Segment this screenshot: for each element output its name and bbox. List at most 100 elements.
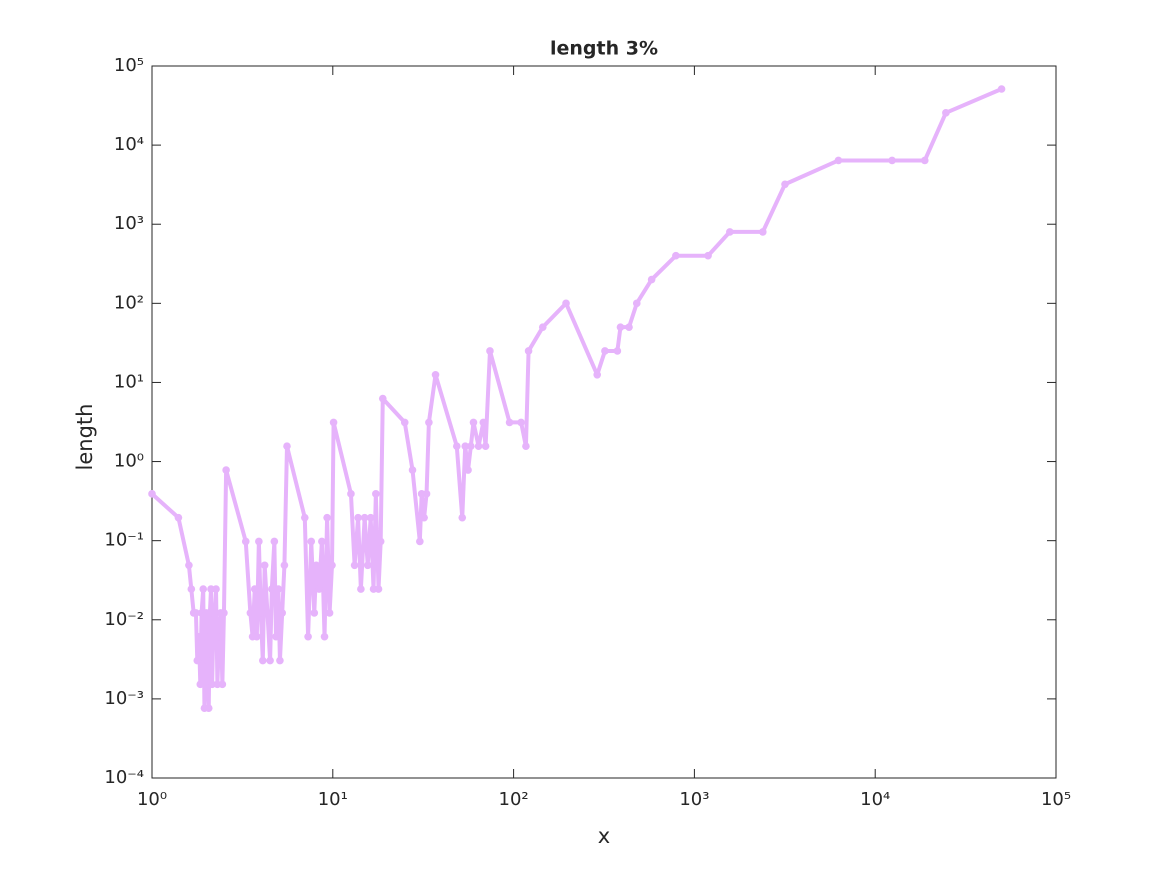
x-tick-label: 10¹	[318, 789, 348, 810]
data-point	[320, 632, 329, 641]
data-point	[374, 585, 383, 593]
data-point	[258, 656, 267, 665]
data-point	[274, 585, 283, 593]
data-point	[201, 632, 210, 641]
data-point	[323, 513, 331, 522]
data-point	[601, 347, 609, 355]
data-point	[263, 609, 272, 617]
data-point	[325, 609, 334, 617]
data-point	[218, 680, 227, 689]
data-point	[328, 561, 336, 570]
data-point	[452, 442, 461, 451]
data-point	[613, 347, 622, 355]
data-point	[474, 442, 483, 451]
data-point	[372, 490, 380, 498]
data-point	[174, 513, 183, 522]
data-point	[222, 466, 230, 474]
data-point	[632, 299, 641, 308]
data-point	[759, 228, 767, 236]
data-point	[357, 585, 365, 593]
data-point	[400, 418, 409, 427]
data-point	[270, 537, 279, 546]
data-point	[304, 632, 312, 641]
data-point	[307, 537, 316, 546]
y-tick-label: 10⁵	[114, 55, 144, 76]
data-point	[354, 513, 362, 522]
data-point	[266, 656, 274, 665]
data-point	[425, 418, 433, 427]
y-tick-label: 10⁻¹	[104, 530, 144, 551]
data-point	[416, 537, 424, 546]
data-point	[363, 561, 372, 570]
data-point	[199, 585, 208, 593]
data-point	[726, 228, 734, 236]
data-point	[479, 418, 488, 427]
data-point	[458, 513, 467, 522]
y-tick-label: 10⁰	[114, 451, 144, 472]
data-point	[257, 609, 265, 617]
y-tick-label: 10⁴	[114, 134, 144, 155]
data-point	[781, 180, 789, 189]
data-point	[276, 656, 284, 665]
data-point	[888, 156, 896, 165]
data-point	[524, 347, 533, 355]
x-tick-label: 10³	[679, 789, 709, 810]
data-point	[215, 632, 223, 641]
data-point	[260, 561, 269, 570]
data-point	[469, 418, 478, 427]
data-point	[204, 704, 213, 712]
data-point	[997, 85, 1006, 93]
chart-title: length 3%	[550, 38, 658, 60]
data-point	[329, 418, 338, 427]
data-point	[431, 370, 440, 379]
data-point	[312, 561, 321, 570]
data-point	[210, 609, 219, 617]
data-point	[505, 418, 514, 427]
data-point	[672, 251, 680, 260]
y-tick-label: 10⁻²	[104, 609, 144, 630]
data-point	[704, 251, 712, 260]
data-point	[562, 299, 570, 308]
x-tick-label: 10⁴	[860, 789, 890, 810]
data-point	[148, 490, 156, 498]
data-point	[278, 609, 287, 617]
x-tick-label: 10²	[499, 789, 529, 810]
data-point	[378, 394, 387, 403]
data-point	[187, 585, 196, 593]
axes-box	[151, 65, 1057, 779]
data-point	[522, 442, 530, 451]
data-point	[616, 323, 625, 331]
data-point	[834, 156, 843, 165]
data-point	[310, 609, 319, 617]
x-tick-label: 10⁰	[137, 789, 167, 810]
data-point	[486, 347, 494, 355]
data-point	[203, 656, 212, 665]
data-point	[517, 418, 525, 427]
data-point	[360, 513, 369, 522]
y-tick-label: 10⁻³	[104, 688, 144, 709]
data-point	[420, 513, 428, 522]
data-point	[467, 442, 475, 451]
data-point	[315, 585, 323, 593]
data-point	[300, 513, 309, 522]
x-axis-label: x	[598, 824, 610, 848]
data-point	[195, 632, 203, 641]
data-point	[185, 561, 193, 570]
y-tick-label: 10⁻⁴	[104, 767, 144, 788]
data-point	[241, 537, 250, 546]
data-point	[461, 442, 470, 451]
data-point	[347, 490, 355, 498]
data-point	[942, 109, 950, 117]
data-point	[212, 585, 220, 593]
y-tick-label: 10³	[114, 213, 144, 234]
data-point	[268, 585, 276, 593]
data-point	[593, 370, 602, 379]
data-point	[192, 609, 200, 617]
data-point	[350, 561, 359, 570]
data-point	[920, 156, 929, 165]
data-point	[255, 537, 263, 546]
data-point	[464, 466, 472, 474]
